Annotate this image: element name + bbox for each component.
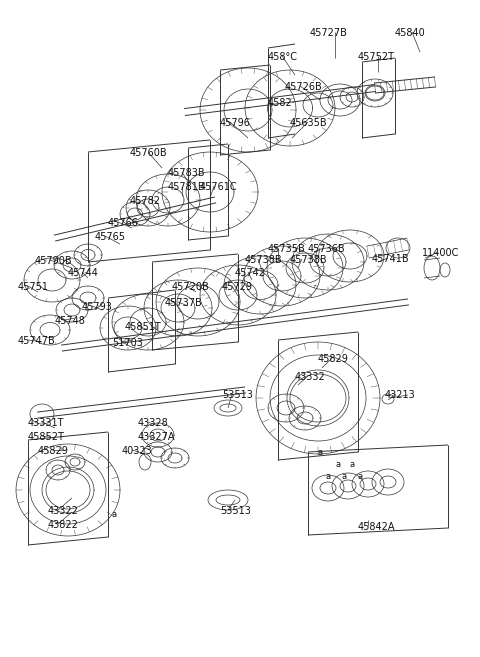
Text: 458°C: 458°C (268, 52, 298, 62)
Text: 45738B: 45738B (245, 255, 283, 265)
Text: 43331T: 43331T (28, 418, 64, 428)
Text: 43213: 43213 (385, 390, 416, 400)
Text: 45735B: 45735B (268, 244, 306, 254)
Text: 45790B: 45790B (35, 256, 72, 266)
Text: 43327A: 43327A (138, 432, 176, 442)
Text: 45635B: 45635B (290, 118, 328, 128)
Text: 45726B: 45726B (285, 82, 323, 92)
Text: 45737B: 45737B (165, 298, 203, 308)
Text: 45748: 45748 (55, 316, 86, 326)
Text: a: a (350, 460, 355, 469)
Text: a: a (342, 472, 347, 481)
Text: 45793: 45793 (82, 302, 113, 312)
Text: 45736B: 45736B (308, 244, 346, 254)
Text: 53513: 53513 (220, 506, 251, 516)
Text: 45782: 45782 (130, 196, 161, 206)
Text: 45747B: 45747B (18, 336, 56, 346)
Text: 43332: 43332 (295, 372, 326, 382)
Text: 45766: 45766 (108, 218, 139, 228)
Text: 45741B: 45741B (372, 254, 409, 264)
Text: 53513: 53513 (222, 390, 253, 400)
Text: 51703: 51703 (112, 338, 143, 348)
Text: 45851T: 45851T (125, 322, 162, 332)
Text: 43822: 43822 (48, 520, 79, 530)
Text: 45760B: 45760B (130, 148, 168, 158)
Text: 45783B: 45783B (168, 168, 205, 178)
Text: 45727B: 45727B (310, 28, 348, 38)
Text: a: a (112, 510, 117, 519)
Text: a: a (335, 460, 340, 469)
Text: 45852T: 45852T (28, 432, 65, 442)
Text: 45742: 45742 (235, 268, 266, 278)
Text: 45751: 45751 (18, 282, 49, 292)
Text: 45829: 45829 (38, 446, 69, 456)
Text: a: a (318, 448, 323, 457)
Text: 45796: 45796 (220, 118, 251, 128)
Text: 43328: 43328 (138, 418, 169, 428)
Text: 45738B: 45738B (290, 255, 328, 265)
Text: 45840: 45840 (395, 28, 426, 38)
Text: 45752T: 45752T (358, 52, 395, 62)
Text: a: a (326, 472, 331, 481)
Text: 45829: 45829 (318, 354, 349, 364)
Text: 45720B: 45720B (172, 282, 210, 292)
Text: 45781B: 45781B (168, 182, 205, 192)
Text: 45761C: 45761C (200, 182, 238, 192)
Text: 45744: 45744 (68, 268, 99, 278)
Text: 4582·: 4582· (268, 98, 296, 108)
Text: 40323: 40323 (122, 446, 153, 456)
Text: a: a (358, 472, 363, 481)
Text: 11400C: 11400C (422, 248, 459, 258)
Text: 45842A: 45842A (358, 522, 396, 532)
Text: 45729: 45729 (222, 282, 253, 292)
Text: 43322: 43322 (48, 506, 79, 516)
Text: 45765: 45765 (95, 232, 126, 242)
